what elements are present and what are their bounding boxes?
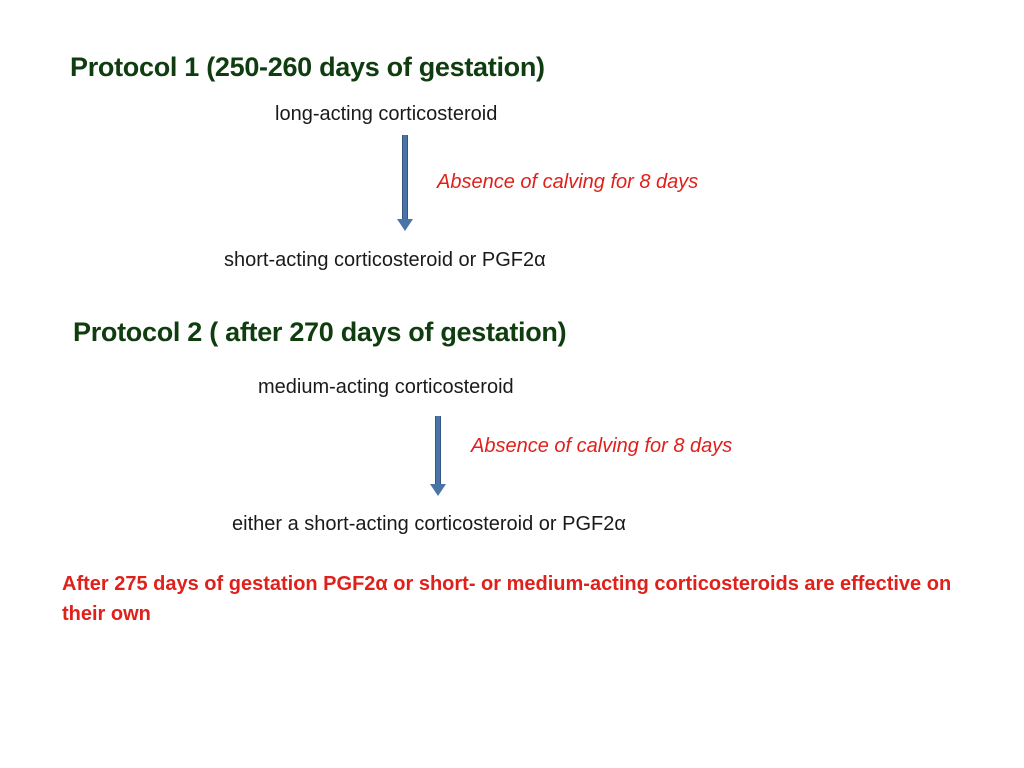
protocol-2-down-arrow-icon bbox=[430, 416, 448, 496]
protocol-1-condition: Absence of calving for 8 days bbox=[437, 171, 699, 193]
protocol-2-condition: Absence of calving for 8 days bbox=[471, 435, 733, 457]
protocol-1-second-step: short-acting corticosteroid or PGF2α bbox=[224, 249, 546, 271]
protocol-1-first-step: long-acting corticosteroid bbox=[275, 103, 498, 125]
protocol-2-title: Protocol 2 ( after 270 days of gestation… bbox=[73, 317, 567, 347]
protocol-1-title: Protocol 1 (250-260 days of gestation) bbox=[70, 52, 545, 82]
protocol-2-first-step: medium-acting corticosteroid bbox=[258, 376, 514, 398]
protocol-1-down-arrow-icon bbox=[397, 135, 415, 231]
protocol-2-second-step: either a short-acting corticosteroid or … bbox=[232, 513, 626, 535]
conclusion-text: After 275 days of gestation PGF2α or sho… bbox=[62, 573, 952, 625]
